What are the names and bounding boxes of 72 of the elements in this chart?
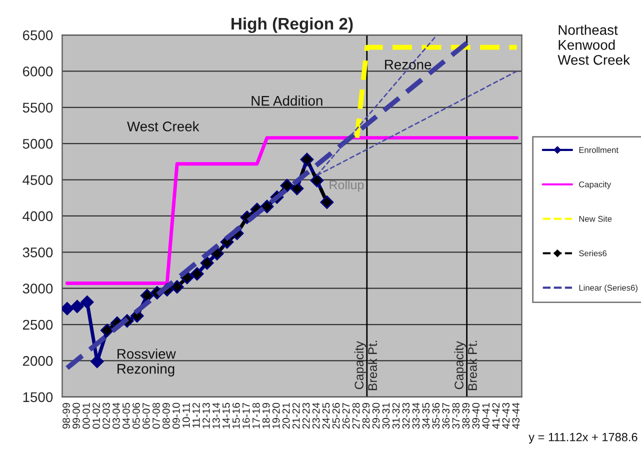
- ref-line-label: Capacity Break Pt.: [454, 340, 477, 390]
- x-tick-label: 21-22: [292, 402, 300, 429]
- y-tick-label: 5000: [22, 138, 53, 149]
- x-tick-label: 02-03: [102, 402, 110, 429]
- x-tick-label: 10-11: [182, 402, 190, 428]
- x-tick-label: 30-31: [382, 402, 390, 429]
- x-tick-label: 01-02: [92, 402, 100, 429]
- annotation: West Creek: [127, 121, 200, 132]
- x-tick-label: 22-23: [302, 402, 310, 429]
- y-tick-label: 5500: [22, 102, 53, 113]
- chart-title: High (Region 2): [232, 17, 353, 33]
- legend-label: New Site: [579, 216, 612, 222]
- y-tick-label: 2000: [22, 356, 53, 366]
- legend-label: Enrollment: [579, 146, 618, 153]
- x-tick-label: 04-05: [122, 402, 130, 429]
- x-tick-label: 13-14: [212, 402, 220, 428]
- y-tick-label: 2500: [22, 320, 53, 330]
- x-tick-label: 11-12: [192, 402, 200, 428]
- legend-label: Linear (Series6): [579, 284, 638, 292]
- x-tick-label: 12-13: [202, 402, 210, 428]
- x-tick-label: 29-30: [372, 402, 380, 429]
- x-tick-label: 15-16: [232, 402, 240, 428]
- annotation: Rossview Rezoning: [118, 348, 176, 376]
- x-tick-label: 37-38: [452, 402, 460, 429]
- text: Northeast Kenwood West Creek: [558, 24, 630, 65]
- x-tick-label: 08-09: [162, 402, 170, 429]
- y-tick-label: 3500: [22, 247, 53, 258]
- ref-line-label: Capacity Break Pt.: [354, 340, 377, 390]
- x-tick-label: 98-99: [62, 402, 70, 429]
- x-tick-label: 39-40: [472, 402, 480, 429]
- x-tick-label: 06-07: [142, 402, 150, 429]
- x-tick-label: 31-32: [392, 402, 400, 429]
- x-tick-label: 38-39: [462, 402, 470, 429]
- annotation: Rollup: [330, 180, 364, 192]
- x-tick-label: 27-28: [352, 402, 360, 429]
- text: y = 111.12x + 1788.6: [528, 432, 638, 444]
- x-tick-label: 28-29: [362, 402, 370, 429]
- x-tick-label: 35-36: [432, 402, 440, 429]
- x-tick-label: 23-24: [312, 402, 320, 429]
- y-tick-label: 4500: [22, 175, 53, 185]
- y-tick-label: 1500: [23, 392, 53, 402]
- x-tick-label: 43-44: [512, 402, 520, 429]
- y-tick-label: 6000: [22, 66, 53, 76]
- x-tick-label: 05-06: [132, 402, 140, 429]
- x-tick-label: 19-20: [272, 402, 280, 428]
- x-tick-label: 00-01: [82, 402, 90, 429]
- x-tick-label: 09-10: [172, 402, 180, 429]
- x-tick-label: 26-27: [342, 402, 350, 429]
- x-tick-label: 16-17: [242, 402, 250, 428]
- x-tick-label: 18-19: [262, 402, 270, 428]
- legend-label: Series6: [579, 250, 607, 256]
- x-tick-label: 99-00: [72, 402, 80, 429]
- x-tick-label: 25-26: [332, 402, 340, 429]
- x-tick-label: 03-04: [112, 402, 120, 429]
- x-tick-label: 14-15: [222, 402, 230, 428]
- x-tick-label: 20-21: [282, 402, 290, 429]
- x-tick-label: 34-35: [422, 402, 430, 429]
- legend-label: Capacity: [579, 181, 612, 190]
- x-tick-label: 07-08: [152, 402, 160, 429]
- y-tick-label: 4000: [22, 211, 53, 222]
- x-tick-label: 33-34: [412, 402, 420, 429]
- x-tick-label: 36-37: [442, 402, 450, 429]
- x-tick-label: 42-43: [502, 402, 510, 429]
- x-tick-label: 24-25: [322, 402, 330, 429]
- y-tick-label: 3000: [22, 284, 53, 294]
- x-tick-label: 41-42: [492, 402, 500, 429]
- annotation: Rezone: [385, 60, 432, 70]
- y-tick-label: 6500: [22, 30, 53, 40]
- x-tick-label: 32-33: [402, 402, 410, 429]
- x-tick-label: 17-18: [252, 402, 260, 428]
- x-tick-label: 40-41: [482, 402, 490, 429]
- annotation: NE Addition: [252, 96, 322, 106]
